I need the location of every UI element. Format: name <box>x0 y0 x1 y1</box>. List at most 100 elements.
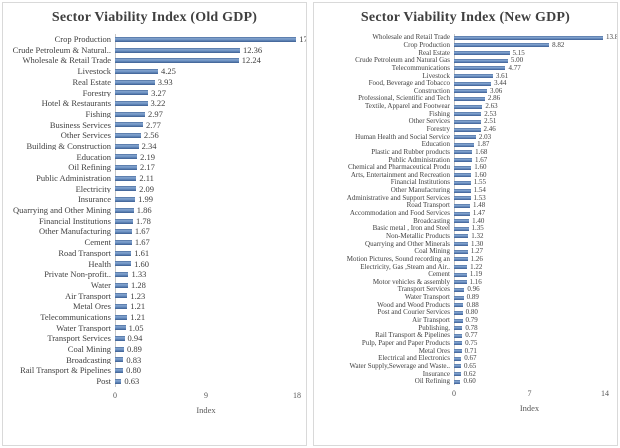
bar <box>454 173 472 178</box>
bar-row: Electrical and Electronics 0.67 <box>314 355 617 363</box>
bar <box>115 229 132 235</box>
bar-track: 0.63 <box>115 376 297 387</box>
category-label: Wholesale and Retail Trade <box>372 34 450 42</box>
category-label: Hotel & Restaurants <box>41 99 111 108</box>
bar-row: Insurance 1.99 <box>3 194 306 205</box>
bar-track: 1.87 <box>454 141 605 149</box>
category-label: Broadcasting <box>66 355 111 365</box>
category-label: Post and Courier Services <box>377 309 450 317</box>
bar-row: Cement 1.67 <box>3 237 306 248</box>
value-label: 1.05 <box>128 322 144 333</box>
category-label: Insurance <box>77 195 111 204</box>
category-label: Quarrying and Other Mining <box>13 206 111 215</box>
value-label: 0.80 <box>465 308 478 317</box>
bar-track: 3.27 <box>115 87 297 98</box>
bar-row: Public Administration 2.11 <box>3 173 306 184</box>
bar <box>454 257 468 262</box>
category-label: Administrative and Support Services <box>346 194 450 202</box>
bar <box>454 81 492 86</box>
x-tick: 14 <box>601 389 609 399</box>
category-label: Water <box>90 280 111 290</box>
bar-row: Transport Services 0.94 <box>3 333 306 344</box>
category-label: Air Transport <box>64 291 111 301</box>
category-label: Real Estate <box>418 49 450 57</box>
bar-row: Human Health and Social Service 2.03 <box>314 133 617 141</box>
value-label: 1.68 <box>475 147 488 156</box>
bar-row: Publishing, 0.78 <box>314 324 617 332</box>
category-label: Private Non-profit.. <box>44 270 111 279</box>
bar-row: Administrative and Support Services 1.53 <box>314 194 617 202</box>
bar-track: 17.93 <box>115 34 306 45</box>
bar <box>454 150 473 155</box>
value-label: 0.75 <box>465 338 478 347</box>
value-label: 1.60 <box>474 163 487 172</box>
value-label: 0.88 <box>466 300 479 309</box>
bar-row: Broadcasting 1.40 <box>314 217 617 225</box>
value-label: 2.63 <box>485 102 498 111</box>
value-label: 2.97 <box>148 108 163 119</box>
value-label: 12.36 <box>242 44 263 55</box>
bar-track: 1.21 <box>115 301 297 312</box>
bar <box>115 186 137 192</box>
value-label: 0.96 <box>467 285 480 294</box>
value-label: 2.19 <box>140 151 156 162</box>
bar-track: 1.67 <box>115 237 297 248</box>
value-label: 1.67 <box>134 226 150 237</box>
bar-track: 2.03 <box>454 133 605 141</box>
bar <box>115 90 149 96</box>
bar-track: 1.26 <box>454 255 605 264</box>
bar-row: Real Estate 5.15 <box>314 49 617 57</box>
bar-row: Road Transport 1.48 <box>314 202 617 210</box>
value-label: 1.53 <box>473 193 486 202</box>
bar-track: 1.30 <box>454 240 605 248</box>
bar-row: Professional, Scientific and Tech 2.86 <box>314 95 617 103</box>
bar <box>115 36 297 42</box>
bar-track: 2.63 <box>454 103 605 111</box>
bar <box>115 314 128 320</box>
value-label: 2.11 <box>139 173 154 184</box>
value-label: 5.00 <box>510 56 524 65</box>
bar <box>454 127 481 132</box>
bar-track: 12.36 <box>115 45 297 56</box>
bar <box>115 218 133 224</box>
bar-row: Livestock 3.61 <box>314 72 617 80</box>
value-label: 2.03 <box>478 132 492 141</box>
category-label: Metal Ores <box>72 302 111 311</box>
category-label: Pulp, Paper and Paper Products <box>361 339 450 347</box>
value-label: 1.61 <box>134 247 150 258</box>
value-label: 0.71 <box>464 346 477 355</box>
category-label: Cement <box>84 238 111 247</box>
value-label: 1.60 <box>474 170 487 179</box>
bar <box>115 58 239 64</box>
bar <box>454 333 463 338</box>
bar-row: Education 1.87 <box>314 141 617 149</box>
x-axis-ticks-old-gdp: 0 9 18 <box>113 391 301 402</box>
bar-row: Hotel & Restaurants 3.22 <box>3 98 306 109</box>
bar-row: Oil Refining 2.17 <box>3 162 306 173</box>
category-label: Professional, Scientific and Tech <box>358 95 450 103</box>
bar-track: 1.48 <box>454 202 605 210</box>
category-label: Coal Mining <box>67 345 111 354</box>
bar-track: 0.78 <box>454 324 605 332</box>
value-label: 2.86 <box>487 94 501 103</box>
chart-title-old-gdp: Sector Viability Index (Old GDP) <box>51 10 258 25</box>
bar-track: 1.67 <box>115 226 297 237</box>
category-label: Building & Construction <box>26 141 111 151</box>
bar-row: Food, Beverage and Tobacco 3.44 <box>314 80 617 88</box>
bar-track: 3.61 <box>454 72 605 80</box>
category-label: Transport Services <box>397 286 450 294</box>
category-label: Telecommunications <box>391 64 450 72</box>
value-label: 0.89 <box>466 293 479 302</box>
category-label: Arts, Entertainment and Recreation <box>350 171 450 179</box>
value-label: 2.51 <box>484 117 497 126</box>
bar <box>115 368 124 374</box>
value-label: 1.48 <box>472 201 486 210</box>
bar-track: 0.77 <box>454 332 605 340</box>
value-label: 1.60 <box>134 258 150 269</box>
bar-row: Coal Mining 1.27 <box>314 248 617 256</box>
bar-row: Fishing 2.53 <box>314 110 617 118</box>
category-label: Fishing <box>428 110 450 118</box>
bar-track: 1.21 <box>115 312 297 323</box>
bar-row: Transport Services 0.96 <box>314 286 617 294</box>
